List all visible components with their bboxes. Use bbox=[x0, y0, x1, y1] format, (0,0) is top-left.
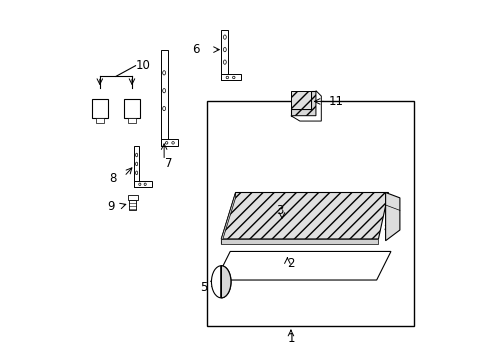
Bar bbox=[129, 200, 136, 210]
Ellipse shape bbox=[144, 183, 146, 185]
Polygon shape bbox=[160, 50, 167, 146]
Text: 10: 10 bbox=[135, 59, 150, 72]
Text: 6: 6 bbox=[192, 43, 200, 56]
Ellipse shape bbox=[232, 76, 235, 79]
Ellipse shape bbox=[211, 266, 231, 298]
Text: 11: 11 bbox=[328, 95, 343, 108]
Ellipse shape bbox=[225, 76, 228, 79]
Text: 1: 1 bbox=[286, 333, 294, 346]
Ellipse shape bbox=[223, 60, 226, 64]
Bar bbox=[127, 195, 138, 200]
Text: 9: 9 bbox=[107, 200, 114, 213]
Polygon shape bbox=[221, 239, 378, 244]
Text: 5: 5 bbox=[199, 281, 207, 294]
Ellipse shape bbox=[163, 107, 165, 111]
Polygon shape bbox=[221, 193, 387, 239]
Polygon shape bbox=[290, 91, 310, 109]
Text: 3: 3 bbox=[276, 204, 284, 217]
Polygon shape bbox=[290, 91, 321, 121]
Polygon shape bbox=[221, 73, 241, 80]
Polygon shape bbox=[221, 193, 235, 244]
Ellipse shape bbox=[139, 183, 141, 185]
Bar bbox=[96, 118, 103, 123]
Ellipse shape bbox=[171, 141, 174, 144]
Text: 2: 2 bbox=[286, 257, 294, 270]
Polygon shape bbox=[134, 146, 139, 187]
Ellipse shape bbox=[163, 71, 165, 75]
Ellipse shape bbox=[135, 153, 138, 157]
Bar bbox=[92, 99, 108, 118]
Ellipse shape bbox=[223, 35, 226, 39]
Polygon shape bbox=[221, 266, 230, 298]
Text: 7: 7 bbox=[165, 157, 172, 170]
Bar bbox=[128, 118, 136, 123]
Bar bbox=[123, 99, 140, 118]
Polygon shape bbox=[385, 193, 399, 241]
Text: 4: 4 bbox=[383, 222, 390, 235]
Ellipse shape bbox=[165, 141, 167, 144]
Ellipse shape bbox=[135, 162, 138, 166]
Polygon shape bbox=[134, 181, 151, 187]
Ellipse shape bbox=[135, 171, 138, 175]
Polygon shape bbox=[221, 30, 228, 80]
Ellipse shape bbox=[223, 48, 226, 52]
Polygon shape bbox=[290, 91, 315, 116]
Ellipse shape bbox=[163, 89, 165, 93]
Polygon shape bbox=[216, 251, 390, 280]
Text: 8: 8 bbox=[108, 172, 116, 185]
Polygon shape bbox=[160, 139, 178, 146]
Bar bbox=[206, 102, 413, 327]
